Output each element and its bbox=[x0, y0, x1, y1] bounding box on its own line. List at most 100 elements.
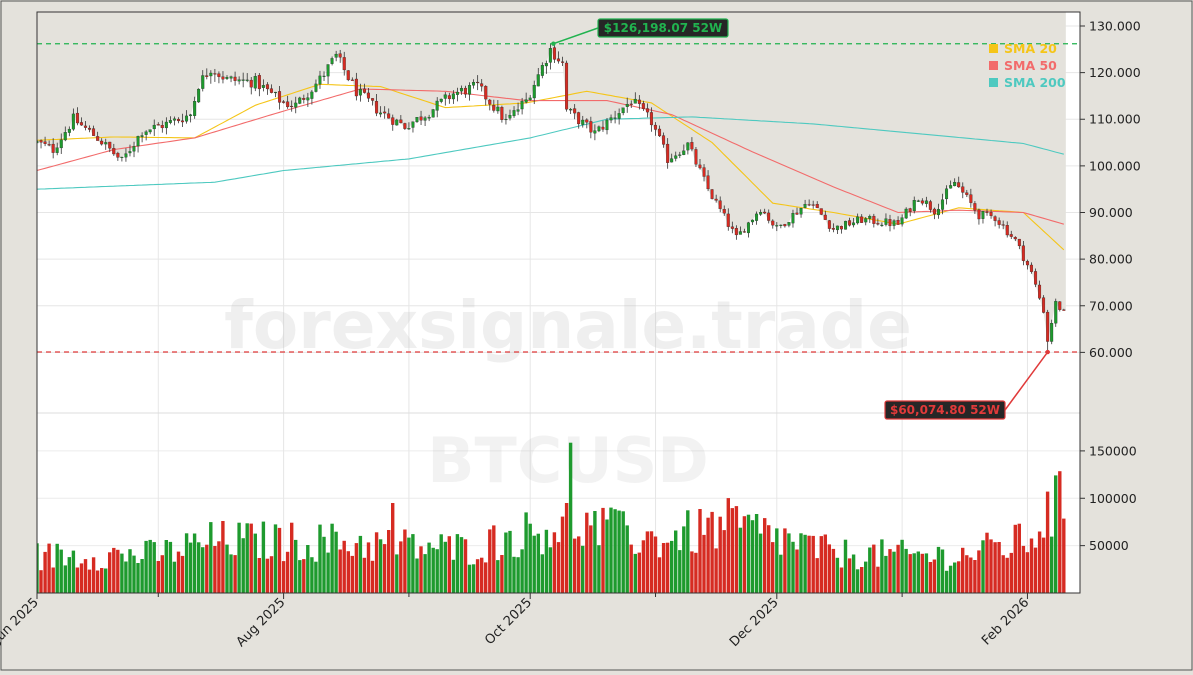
volume-bar bbox=[734, 506, 739, 593]
candle-body bbox=[997, 220, 1001, 225]
volume-bar bbox=[855, 569, 860, 593]
volume-bar bbox=[831, 548, 836, 593]
candle-body bbox=[807, 204, 811, 206]
volume-bar bbox=[601, 507, 605, 593]
volume-bar bbox=[500, 555, 504, 593]
volume-bar bbox=[492, 525, 496, 593]
volume-bar bbox=[965, 555, 969, 593]
volume-bar bbox=[290, 522, 294, 593]
volume-bar bbox=[443, 541, 447, 593]
candle-body bbox=[306, 97, 310, 101]
candle-body bbox=[609, 117, 613, 121]
candle-body bbox=[860, 216, 864, 223]
candle-body bbox=[1001, 224, 1005, 226]
volume-bar bbox=[1054, 475, 1058, 593]
candle-body bbox=[848, 220, 852, 226]
sma50-line bbox=[37, 88, 1064, 225]
candle-body bbox=[334, 53, 338, 58]
volume-bar bbox=[754, 514, 759, 593]
volume-bar bbox=[427, 542, 431, 593]
volume-bar bbox=[197, 542, 201, 593]
candle-body bbox=[924, 200, 928, 204]
candle-body bbox=[273, 91, 277, 94]
candle-body bbox=[751, 219, 755, 223]
candle-body bbox=[581, 119, 585, 125]
candle-body bbox=[779, 224, 783, 226]
volume-bar bbox=[860, 567, 864, 593]
candle-body bbox=[977, 209, 981, 220]
candle-body bbox=[617, 113, 621, 119]
candle-body bbox=[326, 64, 330, 77]
volume-bar bbox=[718, 516, 722, 593]
volume-bar bbox=[302, 559, 306, 593]
candle-body bbox=[690, 142, 694, 150]
candle-body bbox=[443, 94, 447, 99]
volume-bar bbox=[180, 555, 185, 593]
volume-bar bbox=[880, 539, 884, 593]
volume-bar bbox=[148, 539, 152, 593]
legend-label: SMA 50 bbox=[1004, 58, 1057, 73]
volume-bar bbox=[160, 555, 164, 593]
candle-body bbox=[949, 185, 953, 189]
candle-body bbox=[746, 222, 750, 234]
candle-body bbox=[241, 79, 245, 81]
candle-body bbox=[577, 112, 581, 125]
volume-bar bbox=[269, 556, 274, 593]
candle-body bbox=[500, 107, 504, 120]
legend-swatch bbox=[989, 78, 998, 87]
volume-bar bbox=[670, 540, 674, 593]
candle-body bbox=[755, 213, 759, 221]
candle-body bbox=[831, 228, 835, 230]
candle-body bbox=[193, 101, 197, 116]
volume-bar bbox=[249, 523, 253, 593]
candle-body bbox=[156, 124, 160, 126]
volume-bar bbox=[916, 551, 920, 593]
price-tick-label: 80.000 bbox=[1089, 252, 1133, 267]
candle-body bbox=[257, 75, 261, 90]
candle-body bbox=[108, 141, 112, 149]
candle-body bbox=[936, 208, 940, 216]
volume-bar bbox=[294, 539, 298, 593]
price-tick-label: 110.000 bbox=[1089, 112, 1141, 127]
volume-bar bbox=[1058, 471, 1062, 593]
candle-body bbox=[880, 224, 884, 226]
candle-body bbox=[253, 76, 257, 89]
candle-body bbox=[298, 97, 302, 104]
volume-bar bbox=[516, 557, 520, 593]
volume-bar bbox=[467, 564, 472, 593]
candle-body bbox=[79, 122, 83, 126]
candle-body bbox=[601, 126, 605, 130]
candle-body bbox=[221, 76, 225, 80]
candle-body bbox=[39, 140, 43, 143]
volume-bar bbox=[872, 544, 876, 593]
price-shaded-region bbox=[37, 12, 1066, 342]
volume-bar bbox=[783, 528, 787, 593]
volume-bar bbox=[847, 558, 852, 593]
candle-body bbox=[803, 204, 807, 208]
candle-body bbox=[1025, 261, 1029, 266]
volume-bar bbox=[201, 547, 205, 593]
candle-body bbox=[892, 220, 896, 226]
candle-body bbox=[100, 140, 104, 145]
candle-body bbox=[43, 141, 47, 144]
candle-body bbox=[981, 211, 985, 219]
candle-body bbox=[589, 121, 593, 133]
candle-body bbox=[346, 70, 350, 81]
volume-bar bbox=[799, 533, 803, 593]
price-tick-label: 60.000 bbox=[1089, 345, 1133, 360]
candle-body bbox=[730, 226, 734, 229]
high-52w-arrow-head bbox=[551, 41, 556, 46]
candle-body bbox=[354, 78, 358, 97]
candle-body bbox=[112, 148, 116, 155]
volume-bar bbox=[273, 524, 278, 593]
candle-body bbox=[286, 101, 290, 108]
volume-bar bbox=[205, 544, 209, 593]
volume-bar bbox=[577, 536, 581, 593]
candle-body bbox=[852, 222, 856, 226]
candle-body bbox=[856, 216, 860, 224]
candle-body bbox=[140, 135, 144, 137]
candle-body bbox=[585, 119, 589, 123]
volume-bar bbox=[184, 533, 189, 593]
candle-body bbox=[189, 114, 193, 117]
candle-body bbox=[318, 75, 322, 85]
